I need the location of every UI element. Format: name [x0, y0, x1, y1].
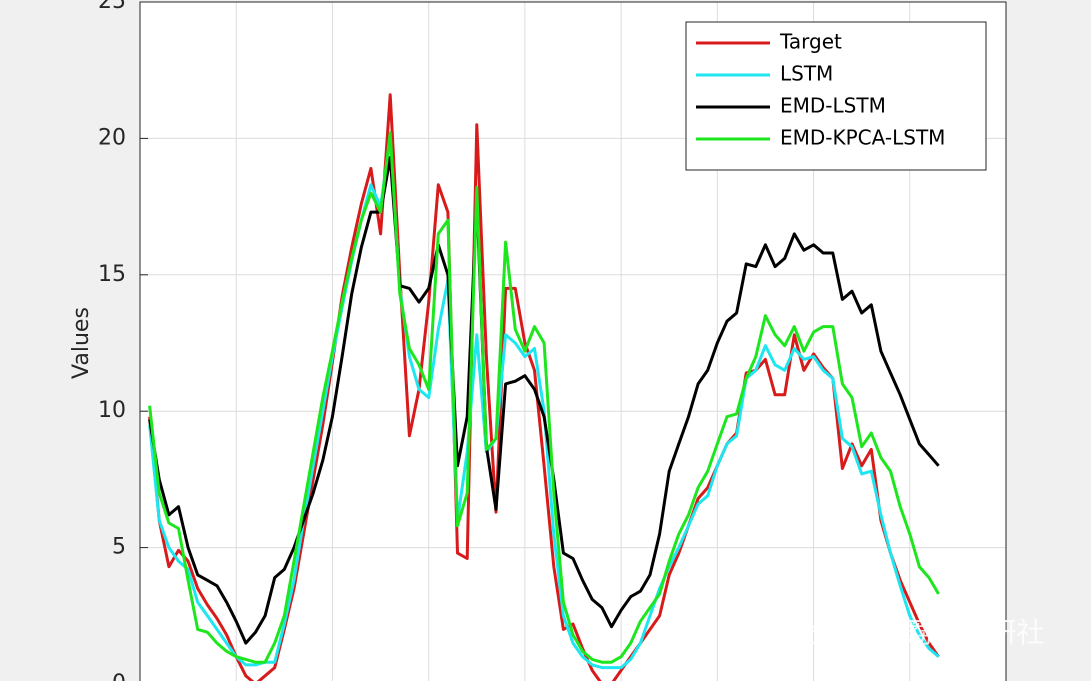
series-line	[148, 136, 940, 670]
legend-label: Target	[779, 30, 842, 54]
series-line	[148, 131, 940, 664]
y-tick-label: 25	[98, 0, 126, 14]
y-axis-label: Values	[69, 307, 94, 379]
legend-label: LSTM	[780, 62, 833, 86]
axes-box	[139, 1, 1007, 681]
y-tick-label: 10	[98, 398, 126, 423]
y-tick-label: 15	[98, 262, 126, 287]
ticks: 0 5 10 15 20 25	[98, 0, 148, 681]
lines	[148, 93, 940, 681]
legend: Target LSTM EMD-LSTM EMD-KPCA-LSTM	[685, 21, 987, 171]
y-tick-label: 5	[112, 535, 126, 560]
series-line	[148, 156, 940, 645]
watermark: 知乎 @荔枝科研社	[812, 616, 1045, 649]
y-tick-label: 0	[112, 671, 126, 681]
legend-box	[685, 21, 987, 171]
y-tick-label: 20	[98, 125, 126, 150]
legend-label: EMD-KPCA-LSTM	[780, 126, 945, 150]
legend-label: EMD-LSTM	[780, 94, 886, 118]
